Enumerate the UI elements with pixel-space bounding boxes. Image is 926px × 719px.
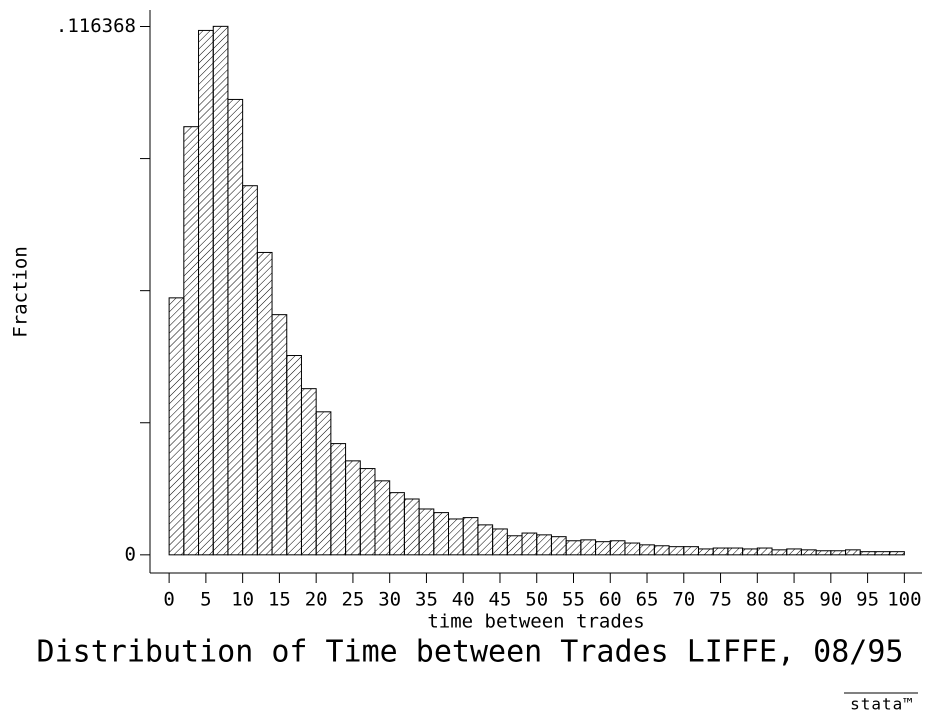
bar (359, 468, 376, 556)
bar (536, 534, 552, 556)
x-tick-label: 100 (887, 589, 921, 611)
x-tick-label: 55 (562, 589, 585, 611)
bar (300, 388, 317, 556)
bar (345, 460, 361, 556)
bar (315, 411, 332, 556)
bar (815, 550, 832, 556)
bar (198, 29, 214, 556)
bar (800, 549, 817, 556)
bar (756, 547, 773, 556)
bar (609, 540, 626, 556)
x-tick-label: 15 (268, 589, 291, 611)
bar (433, 512, 450, 556)
bar (624, 542, 641, 556)
bar (727, 547, 744, 556)
bar (403, 498, 420, 556)
bar (697, 548, 714, 556)
bar (330, 443, 347, 556)
bar (845, 549, 861, 556)
bar (389, 492, 405, 556)
x-tick-label: 20 (305, 589, 328, 611)
bar (653, 545, 670, 556)
bar (212, 25, 229, 556)
bar (462, 517, 479, 556)
bar (742, 548, 758, 556)
bar (712, 547, 729, 556)
bar (418, 508, 435, 556)
bar (492, 528, 508, 556)
bar (639, 544, 655, 556)
x-tick-label: 80 (746, 589, 769, 611)
y-tick-label: .116368 (56, 15, 136, 37)
x-tick-label: 35 (415, 589, 438, 611)
bar (477, 524, 494, 556)
bar (874, 551, 891, 556)
x-tick-label: 45 (489, 589, 512, 611)
y-axis-label: Fraction (10, 246, 32, 338)
bar (242, 185, 258, 556)
bar (227, 98, 244, 556)
x-tick-label: 40 (452, 589, 475, 611)
bar (683, 546, 699, 556)
bar (830, 550, 847, 556)
bar (271, 314, 288, 556)
bar (565, 540, 582, 556)
bar (256, 251, 273, 556)
x-tick-label: 90 (819, 589, 842, 611)
x-tick-label: 5 (200, 589, 211, 611)
y-tick-label: 0 (125, 543, 136, 565)
x-axis-label: time between trades (427, 611, 644, 633)
bar (550, 536, 567, 556)
bar (595, 541, 611, 556)
bar (786, 548, 802, 556)
x-tick-label: 30 (378, 589, 401, 611)
bar (448, 518, 464, 556)
bar (580, 539, 597, 556)
x-tick-label: 10 (231, 589, 254, 611)
bar (668, 546, 685, 556)
x-tick-label: 60 (599, 589, 622, 611)
x-tick-label: 85 (783, 589, 806, 611)
bar (506, 535, 523, 556)
chart-title: Distribution of Time between Trades LIFF… (37, 635, 904, 670)
bar (889, 551, 905, 556)
logo: stata™ (850, 695, 914, 714)
x-tick-label: 70 (672, 589, 695, 611)
x-tick-label: 25 (341, 589, 364, 611)
x-tick-label: 50 (525, 589, 548, 611)
bar (859, 551, 876, 556)
bar (771, 549, 788, 556)
bar (286, 355, 302, 556)
bar (521, 532, 538, 556)
bar (183, 126, 200, 556)
x-tick-label: 0 (163, 589, 174, 611)
x-tick-label: 65 (636, 589, 659, 611)
x-tick-label: 75 (709, 589, 732, 611)
bar (168, 297, 185, 556)
x-tick-label: 95 (856, 589, 879, 611)
bar (374, 480, 391, 556)
